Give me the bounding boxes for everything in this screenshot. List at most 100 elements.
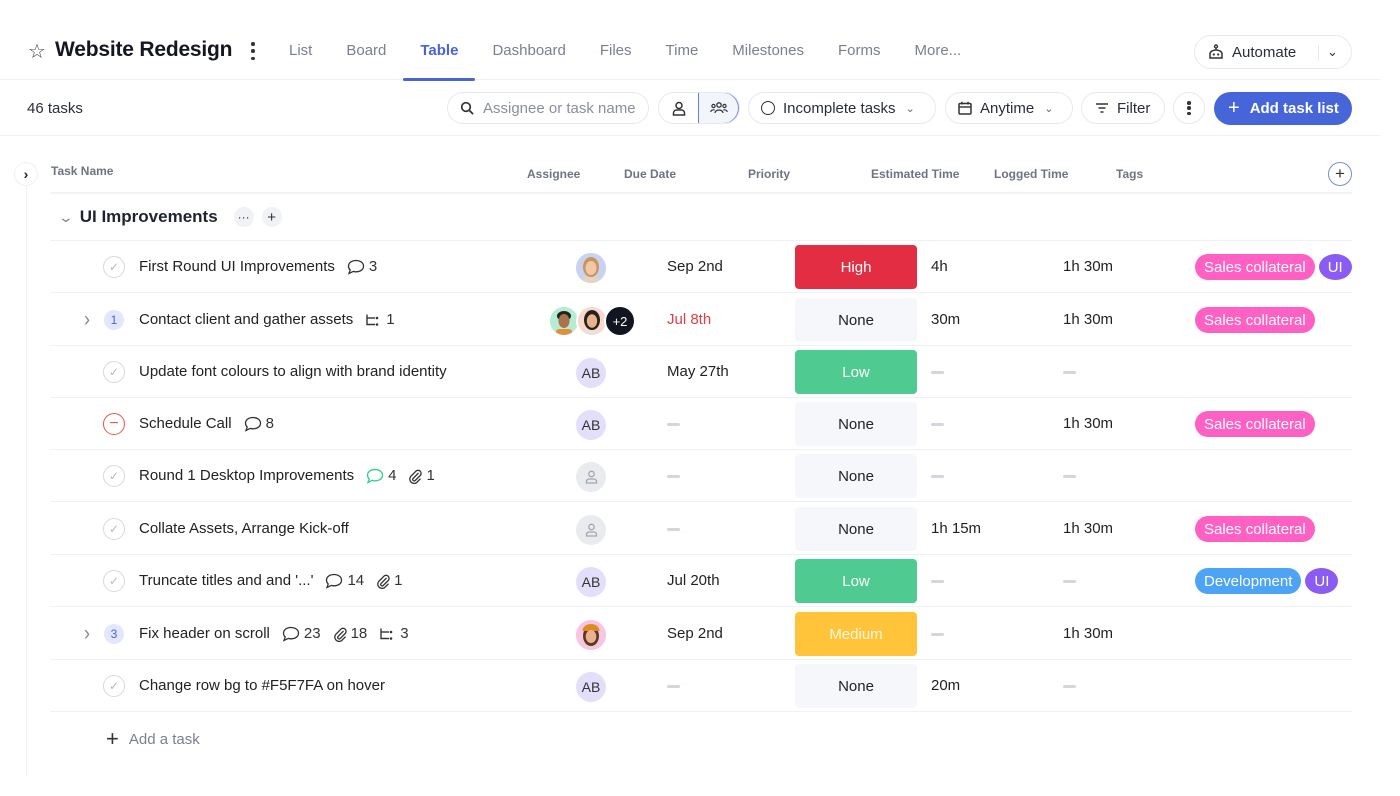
add-column-button[interactable]: + — [1328, 162, 1352, 186]
subtask-count[interactable]: 1 — [365, 311, 395, 328]
unassigned-avatar[interactable] — [576, 462, 606, 492]
empty-estimated-time[interactable] — [931, 633, 944, 636]
task-name[interactable]: Truncate titles and and '...' — [139, 572, 314, 589]
everyone-toggle[interactable] — [698, 93, 739, 123]
estimated-time[interactable]: 1h 15m — [931, 520, 982, 537]
avatar-initials[interactable]: AB — [576, 358, 606, 388]
my-tasks-toggle[interactable] — [659, 93, 698, 123]
tag[interactable]: Sales collateral — [1195, 307, 1315, 333]
table-row[interactable]: › 1 Contact client and gather assets 1 +… — [50, 294, 1352, 346]
empty-estimated-time[interactable] — [931, 371, 944, 374]
group-options-button[interactable]: ··· — [233, 207, 254, 227]
empty-estimated-time[interactable] — [931, 423, 944, 426]
task-name[interactable]: Round 1 Desktop Improvements — [139, 467, 355, 484]
due-date[interactable]: May 27th — [667, 363, 729, 380]
avatar-initials[interactable]: AB — [576, 672, 606, 702]
task-name[interactable]: First Round UI Improvements — [139, 258, 335, 275]
logged-time[interactable]: 1h 30m — [1063, 258, 1114, 275]
empty-estimated-time[interactable] — [931, 580, 944, 583]
subtask-count[interactable]: 3 — [379, 625, 409, 642]
due-date[interactable]: Jul 20th — [667, 572, 720, 589]
column-header-estimated-time[interactable]: Estimated Time — [871, 167, 960, 181]
date-filter-dropdown[interactable]: Anytime ⌄ — [945, 92, 1073, 124]
empty-estimated-time[interactable] — [931, 475, 944, 478]
task-name[interactable]: Contact client and gather assets — [139, 311, 354, 328]
empty-due-date[interactable] — [667, 475, 680, 478]
attachment-count[interactable]: 1 — [408, 467, 435, 484]
unassigned-avatar[interactable] — [576, 515, 606, 545]
logged-time[interactable]: 1h 30m — [1063, 311, 1114, 328]
column-header-priority[interactable]: Priority — [748, 167, 791, 181]
comment-count[interactable]: 4 — [366, 467, 396, 484]
chevron-right-icon[interactable]: › — [84, 306, 90, 331]
complete-checkbox[interactable]: ✓ — [103, 361, 125, 383]
due-date[interactable]: Jul 8th — [667, 311, 712, 328]
task-name[interactable]: Change row bg to #F5F7FA on hover — [139, 677, 385, 694]
avatar[interactable] — [548, 305, 580, 337]
avatar[interactable] — [576, 253, 606, 283]
column-header-logged-time[interactable]: Logged Time — [994, 167, 1069, 181]
attachment-count[interactable]: 1 — [376, 572, 402, 589]
complete-checkbox[interactable]: ✓ — [103, 570, 125, 592]
status-filter-dropdown[interactable]: Incomplete tasks ⌄ — [748, 92, 936, 124]
tag[interactable]: Sales collateral — [1195, 516, 1315, 542]
tab-list[interactable]: List — [289, 42, 313, 59]
search-input[interactable] — [483, 99, 643, 117]
priority-badge[interactable]: None — [795, 664, 917, 708]
add-task-list-button[interactable]: + Add task list — [1214, 92, 1352, 125]
tab-more[interactable]: More... — [914, 42, 962, 59]
priority-badge[interactable]: Medium — [795, 612, 917, 656]
empty-logged-time[interactable] — [1063, 371, 1076, 374]
tag[interactable]: Development — [1195, 568, 1302, 594]
more-assignees-badge[interactable]: +2 — [604, 305, 636, 337]
table-row[interactable]: − Schedule Call 8 AB None 1h 30m Sales c… — [50, 398, 1352, 450]
table-row[interactable]: ✓ First Round UI Improvements 3 Sep 2nd … — [50, 241, 1352, 293]
avatar-initials[interactable]: AB — [576, 410, 606, 440]
priority-badge[interactable]: None — [795, 454, 917, 498]
column-header-due-date[interactable]: Due Date — [624, 167, 677, 181]
blocked-status-icon[interactable]: − — [103, 413, 125, 435]
tab-milestones[interactable]: Milestones — [732, 42, 804, 59]
task-name[interactable]: Schedule Call — [139, 415, 232, 432]
automate-button[interactable]: Automate ⌄ — [1194, 35, 1352, 69]
priority-badge[interactable]: High — [795, 245, 917, 289]
table-row[interactable]: › 3 Fix header on scroll 23 18 3 Sep 2nd… — [50, 608, 1352, 660]
comment-count[interactable]: 8 — [244, 415, 274, 432]
tab-dashboard[interactable]: Dashboard — [492, 42, 566, 59]
avatar[interactable] — [576, 620, 606, 650]
empty-logged-time[interactable] — [1063, 580, 1076, 583]
avatar[interactable] — [576, 305, 608, 337]
tab-time[interactable]: Time — [665, 42, 699, 59]
column-header-tags[interactable]: Tags — [1116, 167, 1144, 181]
priority-badge[interactable]: None — [795, 402, 917, 446]
more-options-button[interactable] — [1173, 92, 1205, 124]
table-row[interactable]: ✓ Truncate titles and and '...' 14 1 AB … — [50, 555, 1352, 607]
empty-due-date[interactable] — [667, 685, 680, 688]
tag[interactable]: UI — [1318, 254, 1352, 280]
empty-logged-time[interactable] — [1063, 685, 1076, 688]
expand-sidebar-button[interactable]: › — [14, 162, 38, 186]
chevron-right-icon[interactable]: › — [84, 620, 90, 645]
avatar-initials[interactable]: AB — [576, 567, 606, 597]
table-row[interactable]: ✓ Collate Assets, Arrange Kick-off None … — [50, 503, 1352, 555]
filter-button[interactable]: Filter — [1081, 92, 1165, 124]
task-name[interactable]: Collate Assets, Arrange Kick-off — [139, 520, 349, 537]
comment-count[interactable]: 3 — [347, 258, 377, 275]
empty-due-date[interactable] — [667, 528, 680, 531]
chevron-down-icon[interactable]: ⌄ — [1327, 44, 1338, 59]
attachment-count[interactable]: 18 — [333, 625, 367, 642]
logged-time[interactable]: 1h 30m — [1063, 625, 1114, 642]
tag[interactable]: Sales collateral — [1195, 254, 1315, 280]
task-name[interactable]: Update font colours to align with brand … — [139, 363, 447, 380]
search-box[interactable] — [447, 92, 649, 124]
priority-badge[interactable]: None — [795, 298, 917, 342]
logged-time[interactable]: 1h 30m — [1063, 415, 1114, 432]
group-add-button[interactable]: + — [261, 207, 282, 227]
empty-due-date[interactable] — [667, 423, 680, 426]
logged-time[interactable]: 1h 30m — [1063, 520, 1114, 537]
tag[interactable]: UI — [1305, 568, 1339, 594]
chevron-down-icon[interactable]: ⌄ — [57, 208, 75, 225]
star-icon[interactable]: ☆ — [28, 41, 46, 63]
table-row[interactable]: ✓ Change row bg to #F5F7FA on hover AB N… — [50, 660, 1352, 712]
complete-checkbox[interactable]: ✓ — [103, 256, 125, 278]
